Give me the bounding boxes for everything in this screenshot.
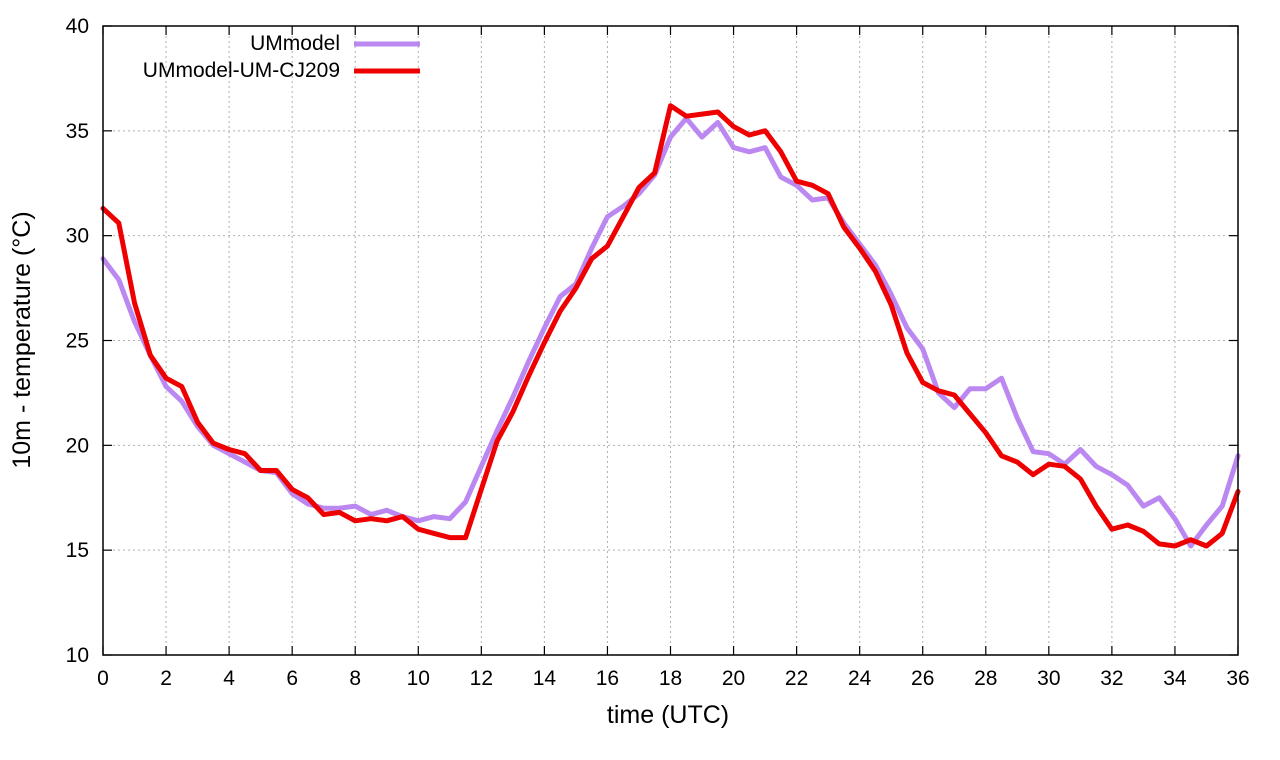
grid-lines bbox=[103, 26, 1238, 655]
x-tick-label: 34 bbox=[1163, 667, 1187, 690]
x-tick-label: 2 bbox=[160, 667, 172, 690]
x-tick-label: 18 bbox=[659, 667, 682, 690]
x-tick-label: 36 bbox=[1226, 667, 1249, 690]
x-axis-title: time (UTC) bbox=[607, 701, 729, 729]
x-tick-label: 16 bbox=[596, 667, 619, 690]
x-tick-label: 0 bbox=[97, 667, 109, 690]
x-tick-label: 28 bbox=[974, 667, 997, 690]
axis-ticks bbox=[102, 25, 1239, 656]
x-tick-label: 24 bbox=[848, 667, 872, 690]
x-tick-labels: 0 2 4 6 8 10 12 14 16 18 20 22 24 26 28 30 32 34 36 bbox=[97, 667, 1250, 690]
x-tick-label: 20 bbox=[722, 667, 745, 690]
y-tick-label: 35 bbox=[66, 120, 89, 143]
x-tick-label: 32 bbox=[1100, 667, 1123, 690]
legend-label-ummodel-um-cj209: UMmodel-UM-CJ209 bbox=[143, 59, 340, 82]
legend: UMmodel UMmodel-UM-CJ209 bbox=[143, 32, 420, 82]
x-tick-label: 8 bbox=[349, 667, 361, 690]
x-tick-label: 22 bbox=[785, 667, 808, 690]
legend-label-ummodel: UMmodel bbox=[250, 32, 340, 55]
series-line-ummodel bbox=[100, 115, 1241, 549]
y-tick-label: 15 bbox=[66, 539, 89, 562]
series-line-ummodel-um-cj209 bbox=[100, 103, 1241, 549]
x-tick-label: 12 bbox=[470, 667, 493, 690]
y-tick-label: 10 bbox=[66, 644, 89, 667]
y-tick-labels: 10 15 20 25 30 35 40 bbox=[66, 15, 89, 667]
x-tick-label: 10 bbox=[407, 667, 430, 690]
y-axis-title: 10m - temperature (°C) bbox=[8, 211, 36, 468]
x-tick-label: 26 bbox=[911, 667, 934, 690]
y-tick-label: 40 bbox=[66, 15, 89, 38]
series-lines bbox=[100, 103, 1241, 549]
y-tick-label: 25 bbox=[66, 330, 89, 353]
x-tick-label: 4 bbox=[223, 667, 235, 690]
x-tick-label: 6 bbox=[286, 667, 298, 690]
x-tick-label: 30 bbox=[1037, 667, 1060, 690]
x-tick-label: 14 bbox=[533, 667, 557, 690]
y-tick-label: 30 bbox=[66, 225, 89, 248]
y-tick-label: 20 bbox=[66, 434, 89, 457]
